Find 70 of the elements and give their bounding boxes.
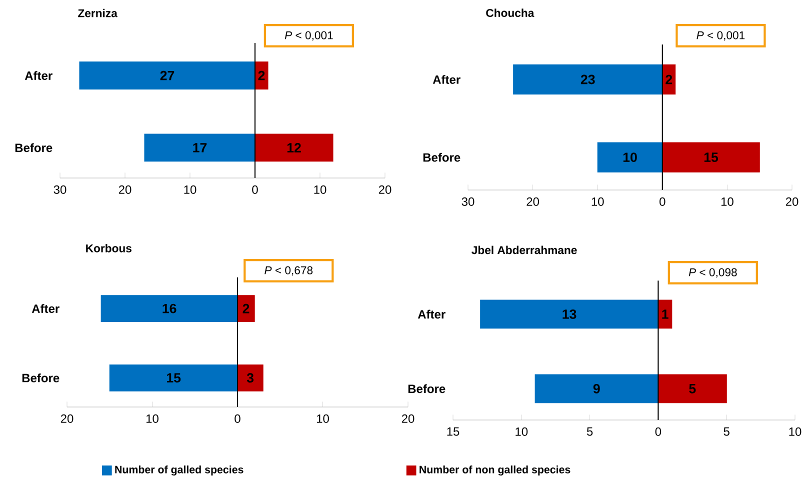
x-tick-label: 30 [54, 185, 66, 194]
x-tick-label: 10 [314, 185, 326, 194]
x-tick-label: 20 [786, 197, 798, 206]
chart-title: Jbel Abderrahmane [472, 246, 577, 254]
data-label: 13 [562, 309, 576, 319]
x-tick-label: 10 [516, 427, 528, 436]
bar [534, 374, 658, 404]
bar [662, 142, 760, 172]
data-label: 1 [662, 310, 668, 319]
data-label: 10 [623, 152, 637, 162]
data-label: 15 [166, 373, 181, 383]
bar [658, 374, 727, 404]
bar [480, 300, 658, 329]
legend-label: Number of galled species [115, 466, 244, 476]
chart-title: Zerniza [78, 8, 118, 18]
data-label: 2 [666, 74, 672, 84]
data-label: 5 [689, 384, 696, 394]
y-tick-label: Before [15, 143, 52, 152]
y-tick-label: After [418, 310, 446, 319]
text: P < 0,001 [696, 31, 745, 41]
data-label: 3 [246, 373, 254, 383]
bar [254, 134, 334, 162]
x-tick-label: 5 [724, 427, 730, 436]
x-tick-label: 10 [789, 427, 802, 436]
y-tick-label: After [24, 71, 52, 80]
bar [79, 62, 256, 90]
data-label: 16 [162, 304, 176, 314]
x-tick-label: 0 [660, 197, 666, 206]
x-tick-label: 10 [317, 414, 329, 423]
x-tick-label: 0 [252, 185, 258, 194]
x-tick-label: 5 [586, 427, 593, 436]
bar [144, 134, 256, 162]
data-label: 23 [580, 74, 595, 84]
y-tick-label: Before [408, 384, 446, 394]
x-tick-label: 0 [234, 414, 240, 423]
x-tick-label: 20 [118, 185, 132, 194]
chart-title: Korbous [86, 244, 132, 252]
x-tick-label: 10 [146, 414, 158, 423]
data-label: 2 [258, 70, 265, 80]
legend-label: Number of non galled species [420, 466, 570, 476]
y-tick-label: Before [22, 373, 60, 382]
x-tick-label: 30 [462, 197, 474, 206]
x-tick-label: 0 [655, 427, 662, 436]
data-label: 12 [287, 143, 301, 152]
bar [513, 64, 663, 95]
chart-title: Choucha [486, 8, 534, 17]
bar [237, 295, 255, 322]
y-tick-label: Before [423, 152, 460, 162]
bar [100, 295, 238, 322]
x-tick-label: 10 [721, 197, 734, 206]
text: P < 0,098 [688, 268, 737, 278]
x-tick-label: 15 [447, 427, 460, 436]
y-tick-label: After [32, 304, 60, 313]
x-tick-label: 10 [592, 197, 604, 206]
x-tick-label: 20 [60, 414, 74, 423]
bar [597, 142, 663, 172]
data-label: 9 [593, 384, 600, 394]
data-label: 27 [160, 70, 174, 80]
bar [237, 364, 264, 392]
x-tick-label: 20 [526, 197, 540, 206]
data-label: 17 [193, 143, 207, 152]
text: P < 0,678 [264, 266, 313, 276]
bar [109, 364, 238, 392]
text: P < 0,001 [284, 31, 333, 41]
data-label: 15 [704, 152, 718, 162]
x-tick-label: 20 [402, 414, 414, 423]
data-label: 2 [242, 304, 250, 314]
x-tick-label: 20 [378, 185, 392, 194]
y-tick-label: After [432, 75, 460, 84]
x-tick-label: 10 [184, 185, 196, 194]
